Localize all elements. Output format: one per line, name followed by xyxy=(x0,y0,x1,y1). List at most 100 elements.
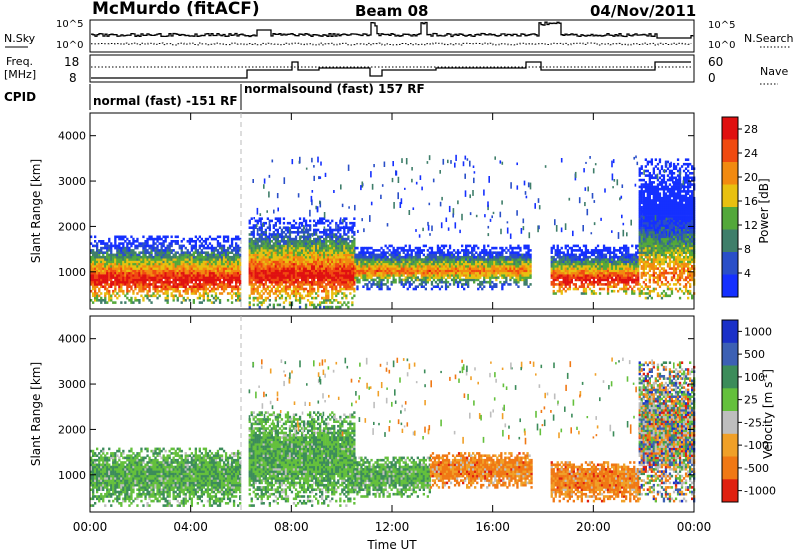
data-cell xyxy=(339,226,342,229)
data-cell xyxy=(454,276,458,279)
data-cell xyxy=(564,258,567,261)
data-cell xyxy=(216,244,220,248)
data-cell xyxy=(461,265,464,268)
data-cell xyxy=(493,283,496,286)
data-cell xyxy=(190,258,193,261)
data-cell xyxy=(266,246,269,250)
data-cell xyxy=(237,260,240,264)
data-cell xyxy=(315,258,318,261)
data-cell xyxy=(398,280,401,284)
data-cell xyxy=(592,269,596,273)
data-cell xyxy=(302,219,306,223)
data-cell xyxy=(576,262,579,266)
data-cell xyxy=(529,255,532,259)
data-cell xyxy=(404,269,407,273)
data-cell xyxy=(92,253,95,257)
data-cell xyxy=(122,258,125,261)
data-cell xyxy=(376,255,379,259)
data-cell xyxy=(339,280,342,284)
data-cell xyxy=(306,244,310,248)
data-cell xyxy=(158,285,161,288)
data-cell xyxy=(420,285,423,288)
data-cell xyxy=(556,267,559,270)
data-cell xyxy=(282,249,286,252)
data-cell xyxy=(160,276,163,279)
data-cell xyxy=(495,258,498,261)
data-cell xyxy=(412,265,415,268)
data-cell xyxy=(146,292,149,295)
data-cell xyxy=(558,280,561,284)
data-cell xyxy=(142,299,145,302)
data-cell xyxy=(418,267,421,270)
data-cell xyxy=(140,274,143,277)
data-cell xyxy=(176,267,179,270)
data-cell xyxy=(90,265,93,268)
data-cell xyxy=(309,224,312,227)
data-cell xyxy=(347,260,350,264)
data-cell xyxy=(228,246,232,250)
data-cell xyxy=(250,276,253,279)
data-cell xyxy=(527,262,530,266)
data-cell xyxy=(354,262,357,266)
data-cell xyxy=(339,262,342,266)
data-cell xyxy=(323,280,326,284)
data-cell xyxy=(594,267,598,270)
data-cell xyxy=(380,267,383,270)
data-cell xyxy=(588,271,592,275)
data-cell xyxy=(582,255,586,259)
data-cell xyxy=(168,260,171,264)
data-cell xyxy=(319,217,322,220)
data-cell xyxy=(182,255,185,259)
data-cell xyxy=(288,246,292,250)
data-cell xyxy=(276,267,279,270)
data-cell xyxy=(134,299,137,302)
data-cell xyxy=(272,233,275,236)
data-cell xyxy=(214,265,218,268)
data-cell xyxy=(306,289,310,293)
data-cell xyxy=(142,262,145,266)
data-cell xyxy=(521,274,524,277)
data-cell xyxy=(529,269,532,273)
data-cell xyxy=(325,228,328,232)
data-cell xyxy=(106,251,109,254)
data-cell xyxy=(230,258,234,261)
data-cell xyxy=(284,262,288,266)
data-cell xyxy=(262,276,265,279)
data-cell xyxy=(270,274,273,277)
data-cell xyxy=(214,260,218,264)
data-cell xyxy=(370,251,373,254)
data-cell xyxy=(578,246,581,250)
data-cell xyxy=(288,294,292,298)
data-cell xyxy=(118,271,121,275)
data-cell xyxy=(228,244,232,248)
data-cell xyxy=(564,285,567,288)
data-cell xyxy=(489,271,492,275)
data-cell xyxy=(319,255,322,259)
data-cell xyxy=(572,265,575,268)
data-cell xyxy=(313,231,316,234)
data-cell xyxy=(438,287,442,291)
data-cell xyxy=(272,251,275,254)
data-cell xyxy=(354,271,357,275)
data-cell xyxy=(192,258,195,261)
data-cell xyxy=(501,255,504,259)
data-cell xyxy=(568,246,571,250)
data-cell xyxy=(580,283,583,286)
data-cell xyxy=(130,253,133,257)
data-cell xyxy=(560,262,563,266)
data-cell xyxy=(190,292,193,295)
data-cell xyxy=(290,253,294,257)
data-cell xyxy=(232,287,236,291)
data-cell xyxy=(479,253,482,257)
data-cell xyxy=(156,278,159,282)
data-cell xyxy=(106,269,109,273)
data-cell xyxy=(562,251,565,254)
data-cell xyxy=(376,276,379,279)
data-cell xyxy=(228,269,232,273)
data-cell xyxy=(384,283,387,286)
data-cell xyxy=(192,278,195,282)
data-cell xyxy=(216,287,220,291)
data-cell xyxy=(106,242,109,245)
data-cell xyxy=(94,294,97,298)
data-cell xyxy=(442,280,446,284)
